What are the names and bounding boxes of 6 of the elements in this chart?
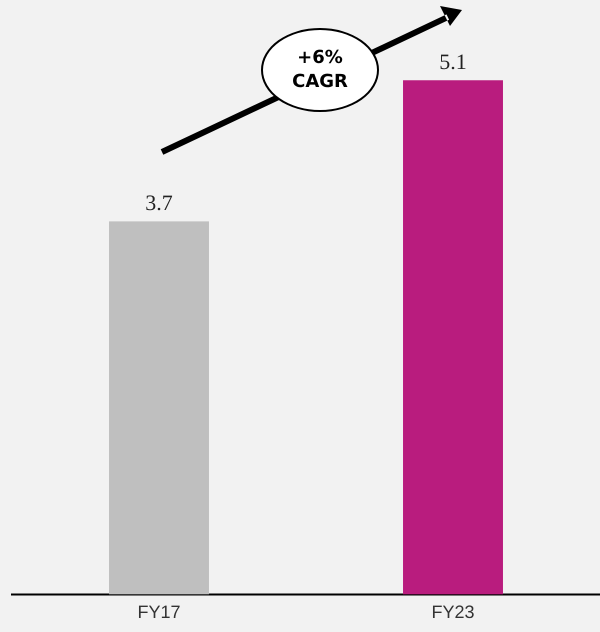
oval-icon: +6% CAGR	[261, 28, 379, 112]
x-tick-label: FY23	[431, 602, 475, 622]
annotation: +6% CAGR	[291, 46, 349, 94]
x-tick-label: FY17	[137, 602, 181, 622]
data-label: 3.7	[145, 190, 173, 216]
data-label: 5.1	[439, 49, 467, 74]
